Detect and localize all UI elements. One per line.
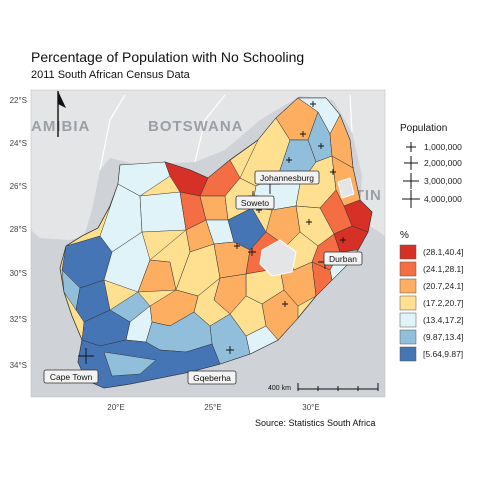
district [103, 351, 157, 377]
lat-axis: 22°S 24°S 26°S 28°S 30°S 32°S 34°S [10, 96, 27, 370]
botswana-label: BOTSWANA [148, 118, 244, 135]
legend-color-swatch [399, 244, 417, 260]
legend-size-label: 3,000,000 [424, 176, 462, 186]
district [139, 191, 187, 233]
lat-tick: 24°S [10, 139, 27, 148]
panel-frame [30, 89, 386, 398]
mozambique-land [360, 172, 385, 236]
legend-size-symbol [402, 190, 420, 208]
legend-size-symbol [403, 173, 419, 189]
district [213, 241, 251, 279]
lat-tick: 28°S [10, 225, 27, 234]
legend-color-swatch [399, 261, 417, 277]
district [103, 231, 151, 293]
north-arrow-icon [57, 91, 66, 137]
neighbouring-land [31, 90, 385, 240]
lon-tick: 25°E [204, 403, 221, 412]
city-label-box [323, 251, 363, 266]
scale-bar-label: 400 km [268, 385, 291, 392]
city-label-box [254, 170, 320, 185]
map-panel: AMIBIA BOTSWANA ATIN [31, 90, 385, 397]
scale-bar: 400 km [268, 383, 379, 392]
city-label-soweto: Soweto [241, 198, 270, 208]
neighbour-borders [99, 94, 353, 171]
lat-tick: 22°S [10, 96, 27, 105]
legend-color-label: (9.87,13.4] [423, 332, 464, 342]
lat-tick: 34°S [10, 361, 27, 370]
city-label-cape-town: Cape Town [50, 372, 93, 382]
legend-color-swatch [399, 346, 417, 362]
lat-tick: 30°S [10, 269, 27, 278]
legend-size-label: 2,000,000 [424, 158, 462, 168]
legend-percent-title: % [400, 230, 409, 241]
legend-color-swatch [399, 295, 417, 311]
lon-axis: 20°E 25°E 30°E [107, 403, 319, 412]
legend-color-label: (13.4,17.2] [423, 315, 464, 325]
district [311, 261, 333, 297]
city-label-box [235, 195, 275, 210]
map-subtitle: 2011 South African Census Data [31, 69, 190, 81]
legend-size-label: 4,000,000 [424, 194, 462, 204]
legend-size-label: 1,000,000 [424, 142, 462, 152]
legend-percent: % (28.1,40.4] (24.1,28.1] (20.7,24.1] (17.2… [399, 230, 464, 362]
source-note: Source: Statistics South Africa [255, 418, 376, 428]
city-label-johannesburg: Johannesburg [260, 173, 314, 183]
city-label-box [43, 369, 99, 384]
lon-tick: 20°E [107, 403, 124, 412]
lat-tick: 26°S [10, 182, 27, 191]
legend-population: Population 1,000,000 2,000,000 3,000,000… [400, 123, 462, 208]
lesotho [259, 239, 297, 277]
legend-color-swatch [399, 278, 417, 294]
legend-color-label: (20.7,24.1] [423, 281, 464, 291]
city-label-gqeberha: Gqeberha [193, 373, 231, 383]
legend-color-label: (17.2,20.7] [423, 298, 464, 308]
eswatini [337, 177, 355, 199]
legend-color-label: [5.64,9.87] [423, 349, 463, 359]
city-label-durban: Durban [329, 254, 357, 264]
legend-color-swatch [399, 312, 417, 328]
district [117, 161, 171, 197]
legend-population-title: Population [400, 123, 447, 134]
namibia-label: AMIBIA [31, 118, 90, 135]
legend-size-symbol [406, 142, 416, 152]
map-title: Percentage of Population with No Schooli… [31, 49, 305, 65]
city-labels: Johannesburg Soweto Durban Cape Town Gqe… [43, 170, 363, 385]
lon-tick: 30°E [302, 403, 319, 412]
legend-color-label: (28.1,40.4] [423, 247, 464, 257]
district [329, 114, 354, 169]
legend-color-swatch [399, 329, 417, 345]
legend-size-symbol [404, 156, 418, 170]
legend-color-label: (24.1,28.1] [423, 264, 464, 274]
city-label-box [187, 370, 237, 385]
lat-tick: 32°S [10, 315, 27, 324]
